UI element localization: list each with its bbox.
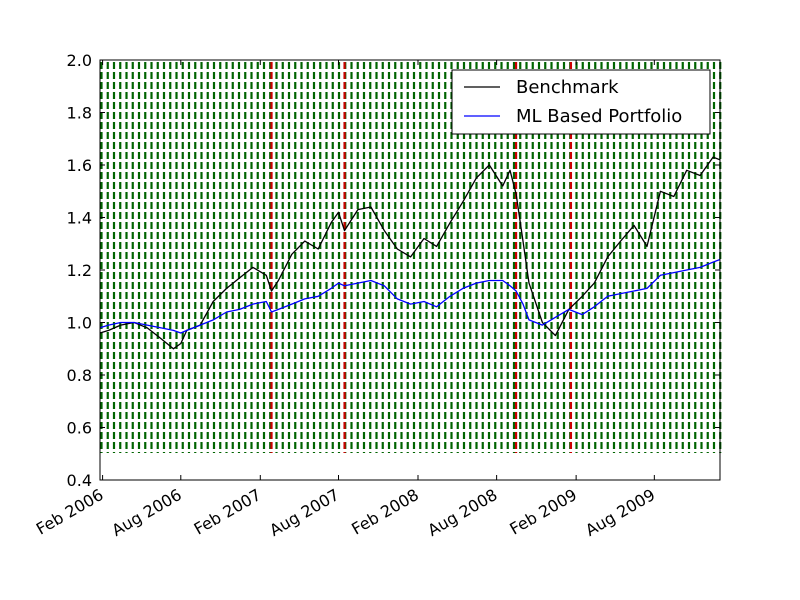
y-tick-label: 1.6 xyxy=(67,156,92,175)
y-tick-label: 0.6 xyxy=(67,419,92,438)
y-tick-label: 1.0 xyxy=(67,314,92,333)
x-tick-label: Feb 2007 xyxy=(191,485,265,539)
x-tick-label: Aug 2007 xyxy=(266,485,342,540)
y-tick-label: 1.2 xyxy=(67,261,92,280)
y-tick-label: 0.8 xyxy=(67,366,92,385)
y-tick-label: 1.8 xyxy=(67,104,92,123)
series-layer xyxy=(99,156,721,350)
y-tick-label: 1.4 xyxy=(67,209,92,228)
portfolio-line xyxy=(99,258,721,334)
x-tick-label: Aug 2006 xyxy=(109,485,185,540)
x-tick-label: Feb 2006 xyxy=(33,485,107,539)
legend-label-benchmark: Benchmark xyxy=(516,77,619,98)
x-tick-label: Feb 2008 xyxy=(348,485,422,539)
legend-label-portfolio: ML Based Portfolio xyxy=(516,106,682,127)
y-tick-label: 0.4 xyxy=(67,471,92,490)
x-tick-label: Feb 2009 xyxy=(506,485,580,539)
y-axis: 0.4 0.6 0.8 1.0 1.2 1.4 1.6 1.8 2.0 xyxy=(67,51,720,490)
legend: Benchmark ML Based Portfolio xyxy=(451,69,711,135)
x-tick-label: Aug 2009 xyxy=(582,485,658,540)
x-tick-label: Aug 2008 xyxy=(424,485,500,540)
y-tick-label: 2.0 xyxy=(67,51,92,70)
legend-box xyxy=(451,69,711,135)
